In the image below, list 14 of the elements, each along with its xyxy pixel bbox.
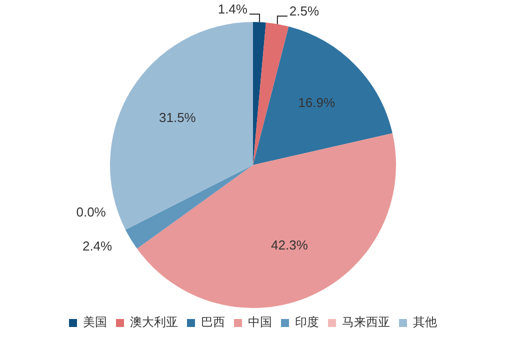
data-label: 42.3% bbox=[271, 237, 308, 252]
data-label: 31.5% bbox=[159, 110, 196, 126]
legend-label: 马来西亚 bbox=[342, 315, 390, 330]
legend-label: 美国 bbox=[83, 315, 107, 330]
data-label: 16.9% bbox=[298, 94, 336, 110]
legend-label: 印度 bbox=[295, 315, 319, 330]
text: 0.0% bbox=[76, 204, 106, 220]
legend-label: 巴西 bbox=[201, 315, 225, 330]
data-label: 1.4% bbox=[218, 2, 248, 17]
legend-label: 中国 bbox=[248, 315, 272, 330]
legend-label: 澳大利亚 bbox=[130, 315, 178, 330]
data-label: 2.5% bbox=[289, 4, 320, 19]
legend-label: 其他 bbox=[413, 315, 437, 330]
data-label: 2.4% bbox=[82, 238, 113, 254]
